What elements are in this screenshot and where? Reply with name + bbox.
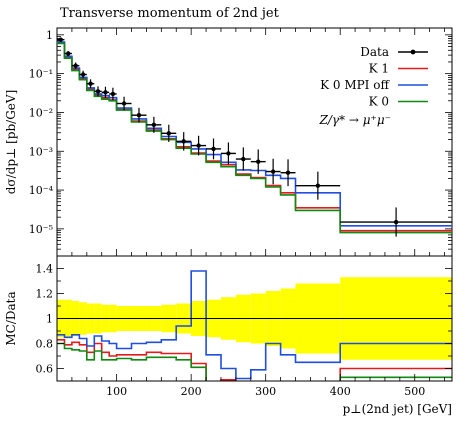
- y-tick-label: 10⁻⁴: [29, 184, 54, 197]
- data-point-marker: [80, 72, 86, 77]
- data-point: [161, 124, 177, 142]
- data-point-marker: [151, 122, 157, 128]
- data-point: [206, 138, 221, 160]
- x-tick-label: 100: [106, 385, 127, 398]
- data-point-marker: [315, 183, 321, 188]
- data-point: [79, 70, 87, 79]
- data-point-marker: [73, 63, 78, 68]
- data-point: [265, 158, 281, 185]
- series-line-k-0-mpi-off: [57, 41, 452, 227]
- y-axis-label: dσ/dp⊥ [pb/GeV]: [4, 90, 18, 195]
- data-point-marker: [256, 159, 261, 164]
- y-tick-label: 10⁻³: [29, 145, 53, 158]
- legend-label: K 0: [369, 95, 389, 109]
- y-tick-label: 10⁻²: [29, 106, 53, 119]
- legend: Data K 1 K 0 MPI off K 0: [320, 45, 428, 109]
- data-point-marker: [103, 90, 108, 95]
- data-point: [64, 50, 72, 57]
- data-point-marker: [95, 89, 101, 94]
- data-point-marker: [65, 51, 71, 56]
- data-point: [280, 159, 296, 187]
- data-point: [71, 62, 80, 69]
- chart-title: Transverse momentum of 2nd jet: [60, 6, 280, 21]
- data-point: [235, 147, 251, 171]
- data-point: [191, 135, 207, 156]
- legend-label: K 0 MPI off: [320, 78, 390, 92]
- data-point-marker: [166, 131, 171, 136]
- upper-y-ticks: 1 10⁻¹ 10⁻² 10⁻³ 10⁻⁴ 10⁻⁵: [29, 29, 452, 257]
- ratio-line-k-0-mpi-off: [57, 270, 452, 380]
- y-tick-label: 10⁻⁵: [29, 223, 53, 236]
- x-tick-label: 500: [404, 385, 425, 398]
- data-point-marker: [270, 169, 276, 174]
- data-point: [250, 149, 266, 174]
- ratio-tick-label: 0.8: [36, 338, 54, 351]
- data-point-marker: [110, 91, 116, 97]
- ratio-panel: 0.6 0.8 1 1.2 1.4 100 200 300 400 500: [36, 28, 453, 398]
- ratio-tick-label: 1: [46, 313, 53, 326]
- series-line-k-1: [57, 42, 452, 232]
- data-point-marker: [181, 139, 186, 144]
- data-point: [116, 96, 132, 111]
- data-point: [131, 107, 147, 123]
- data-point: [94, 86, 102, 97]
- y-tick-label: 1: [46, 29, 53, 42]
- ratio-y-axis-label: MC/Data: [4, 291, 18, 345]
- legend-marker: [410, 49, 416, 55]
- process-label: Z/γ* → μ⁺μ⁻: [318, 113, 391, 127]
- data-point: [101, 86, 110, 98]
- data-point: [295, 171, 341, 200]
- upper-histograms: [57, 41, 452, 234]
- data-point-marker: [88, 81, 93, 86]
- data-point-marker: [393, 219, 399, 225]
- ratio-line-k-1: [57, 339, 452, 381]
- data-point: [146, 116, 162, 133]
- x-tick-label: 200: [181, 385, 202, 398]
- ratio-line-k-0: [57, 342, 452, 381]
- data-point: [109, 87, 117, 101]
- ratio-y-ticks: 0.6 0.8 1 1.2 1.4: [36, 255, 452, 382]
- y-tick-label: 10⁻¹: [29, 68, 53, 81]
- x-tick-label: 300: [255, 385, 276, 398]
- data-point-marker: [196, 143, 201, 148]
- ratio-histograms: [57, 270, 452, 381]
- upper-data-points: [57, 37, 452, 237]
- data-point: [220, 142, 236, 165]
- data-point: [340, 207, 452, 237]
- upper-panel: 1 10⁻¹ 10⁻² 10⁻³ 10⁻⁴ 10⁻⁵ Data K 1 K 0 MPI off…: [29, 27, 453, 257]
- data-point-marker: [241, 156, 246, 162]
- ratio-tick-label: 1.2: [36, 288, 54, 301]
- data-point-marker: [121, 101, 127, 106]
- legend-label: K 1: [369, 62, 389, 76]
- x-tick-label: 400: [330, 385, 351, 398]
- ratio-tick-label: 0.6: [36, 363, 54, 376]
- data-point: [57, 37, 65, 42]
- x-axis-ticks: 100 200 300 400 500: [56, 28, 445, 398]
- legend-label: Data: [360, 45, 389, 59]
- series-line-k-0: [57, 42, 452, 234]
- data-point-marker: [211, 146, 216, 152]
- ratio-tick-label: 1.4: [36, 263, 54, 276]
- data-point-marker: [58, 37, 63, 42]
- data-point-marker: [136, 112, 142, 118]
- data-point: [86, 79, 95, 89]
- data-point-marker: [226, 151, 231, 156]
- x-axis-label: p⊥(2nd jet) [GeV]: [343, 402, 452, 416]
- data-point: [176, 132, 192, 151]
- data-point-marker: [285, 170, 291, 175]
